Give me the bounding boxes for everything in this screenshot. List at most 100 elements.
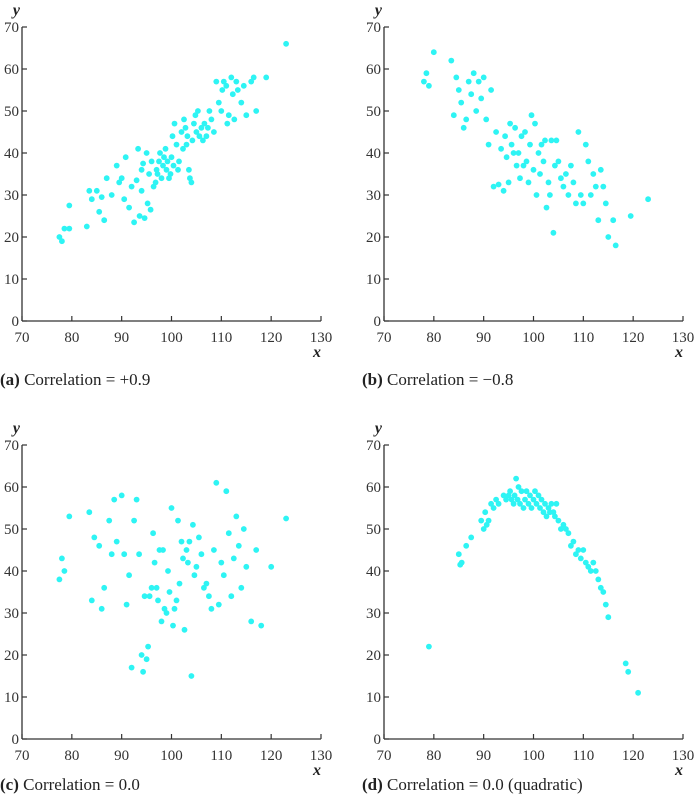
data-point bbox=[540, 509, 547, 516]
y-tick-label: 70 bbox=[366, 20, 381, 36]
data-point bbox=[169, 133, 176, 140]
data-point bbox=[155, 597, 161, 604]
data-point bbox=[136, 551, 143, 558]
y-tick-label: 10 bbox=[4, 272, 19, 288]
data-point bbox=[582, 141, 589, 148]
data-point bbox=[185, 559, 191, 566]
data-point bbox=[238, 99, 245, 106]
data-point bbox=[600, 183, 607, 190]
data-point bbox=[228, 593, 235, 600]
data-point bbox=[213, 479, 220, 486]
data-point bbox=[171, 605, 178, 612]
data-point bbox=[480, 74, 487, 81]
data-point bbox=[463, 542, 470, 549]
data-point bbox=[482, 509, 489, 516]
data-point bbox=[201, 584, 207, 591]
data-point bbox=[590, 559, 597, 566]
x-tick-label: 110 bbox=[572, 748, 594, 764]
data-point bbox=[238, 584, 245, 591]
x-tick-label: 130 bbox=[310, 748, 333, 764]
y-axis-label: y bbox=[373, 420, 383, 437]
data-point bbox=[528, 112, 535, 119]
data-point bbox=[513, 475, 519, 482]
data-point bbox=[86, 187, 93, 194]
data-point bbox=[537, 171, 543, 177]
x-tick-label: 130 bbox=[672, 330, 695, 346]
data-point bbox=[453, 74, 460, 81]
data-point bbox=[545, 179, 552, 186]
data-point bbox=[495, 500, 502, 507]
data-point bbox=[140, 160, 147, 167]
data-point bbox=[490, 505, 497, 511]
data-point bbox=[543, 204, 550, 211]
x-tick-label: 70 bbox=[377, 330, 392, 346]
data-point bbox=[126, 572, 132, 579]
data-point bbox=[176, 580, 183, 587]
x-tick-label: 100 bbox=[160, 748, 183, 764]
data-point bbox=[191, 120, 197, 127]
y-tick-label: 50 bbox=[366, 104, 381, 120]
data-point bbox=[229, 91, 236, 98]
x-tick-label: 90 bbox=[114, 748, 129, 764]
data-point bbox=[223, 82, 230, 89]
data-point bbox=[133, 177, 140, 184]
data-point bbox=[587, 568, 594, 574]
panel-id: (a) bbox=[0, 370, 20, 389]
data-point bbox=[230, 555, 237, 562]
data-point bbox=[258, 622, 265, 629]
data-point bbox=[577, 555, 584, 562]
data-point bbox=[173, 141, 180, 148]
data-point bbox=[538, 141, 545, 148]
data-point bbox=[605, 614, 612, 621]
x-tick-label: 80 bbox=[426, 748, 441, 764]
data-point bbox=[203, 580, 210, 587]
data-point bbox=[568, 162, 574, 169]
data-point bbox=[143, 656, 150, 663]
data-point bbox=[580, 547, 587, 553]
data-point bbox=[178, 129, 185, 135]
data-point bbox=[215, 601, 222, 608]
data-point bbox=[56, 576, 63, 583]
data-point bbox=[263, 74, 270, 81]
x-tick-label: 80 bbox=[64, 330, 79, 346]
data-point bbox=[523, 158, 530, 165]
data-point bbox=[625, 668, 632, 675]
y-axis-label: y bbox=[373, 2, 383, 19]
data-point bbox=[517, 175, 523, 182]
data-point bbox=[518, 488, 525, 495]
data-point bbox=[201, 120, 208, 127]
y-tick-label: 20 bbox=[4, 230, 19, 246]
data-point bbox=[542, 137, 548, 144]
data-point bbox=[455, 87, 462, 93]
y-tick-label: 20 bbox=[366, 648, 381, 664]
data-point bbox=[128, 664, 135, 671]
data-point bbox=[225, 112, 232, 119]
data-point bbox=[568, 542, 574, 549]
data-point bbox=[180, 555, 186, 562]
data-point bbox=[144, 200, 151, 207]
data-point bbox=[98, 194, 105, 201]
data-point bbox=[512, 124, 518, 131]
data-point bbox=[157, 150, 163, 156]
data-point bbox=[555, 158, 562, 165]
data-point bbox=[188, 673, 195, 679]
data-point bbox=[205, 124, 211, 131]
data-point bbox=[532, 488, 538, 495]
data-point bbox=[248, 78, 255, 85]
data-point bbox=[86, 509, 93, 516]
y-axis-label: y bbox=[11, 2, 21, 19]
data-point bbox=[103, 175, 110, 182]
x-tick-label: 90 bbox=[114, 330, 129, 346]
data-point bbox=[211, 547, 217, 553]
y-tick-label: 10 bbox=[4, 690, 19, 706]
data-point bbox=[131, 517, 138, 524]
data-point bbox=[123, 601, 130, 608]
data-point bbox=[66, 202, 73, 209]
data-point bbox=[570, 179, 577, 186]
data-point bbox=[548, 500, 555, 507]
data-point bbox=[161, 154, 167, 161]
data-point bbox=[535, 492, 542, 499]
data-point bbox=[183, 547, 190, 553]
data-point bbox=[500, 492, 507, 499]
panel-caption: (a) Correlation = +0.9 bbox=[0, 370, 150, 389]
